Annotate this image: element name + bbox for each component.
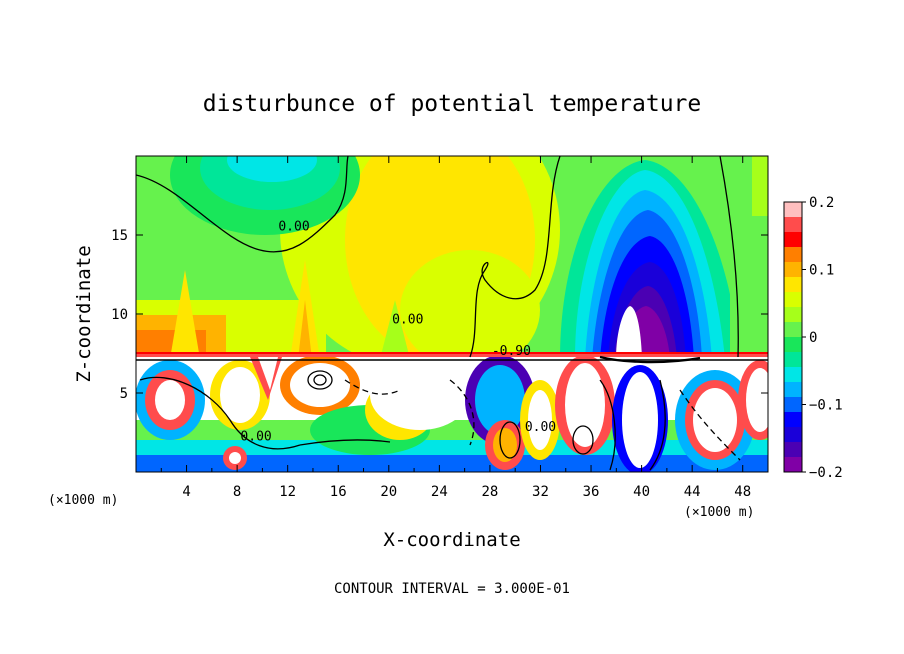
x-tick-label: 32 — [532, 484, 549, 500]
contour-label: 0.00 — [278, 219, 309, 234]
colorbar-swatch — [784, 277, 802, 293]
contour-lines — [136, 156, 768, 471]
x-tick-label: 44 — [684, 484, 701, 500]
colorbar-swatch — [784, 442, 802, 458]
colorbar-swatch — [784, 307, 802, 323]
lower-layer — [136, 357, 768, 472]
x-unit-left: (×1000 m) — [48, 493, 118, 508]
colorbar-swatch — [784, 292, 802, 308]
y-axis-ticks: 5 10 15 — [111, 228, 768, 402]
y-tick-label: 15 — [111, 228, 128, 244]
colorbar-swatch — [784, 217, 802, 233]
colorbar-swatch — [784, 382, 802, 398]
colorbar-tick-label: 0.1 — [809, 263, 834, 279]
colorbar-swatch — [784, 397, 802, 413]
x-tick-label: 16 — [330, 484, 347, 500]
x-tick-label: 28 — [481, 484, 498, 500]
colorbar-tick-labels: 0.2 0.1 0 −0.1 −0.2 — [802, 195, 843, 481]
y-tick-label: 10 — [111, 307, 128, 323]
colorbar-swatch — [784, 367, 802, 383]
x-tick-label: 24 — [431, 484, 448, 500]
colorbar-tick-label: 0 — [809, 330, 817, 346]
heatmap-field — [136, 156, 768, 472]
colorbar-swatch — [784, 262, 802, 278]
colorbar-tick-label: 0.2 — [809, 195, 834, 211]
contour-label: 0.00 — [240, 429, 271, 444]
colorbar-swatch — [784, 457, 802, 473]
x-tick-label: 36 — [583, 484, 600, 500]
x-tick-label: 12 — [279, 484, 296, 500]
x-unit-right: (×1000 m) — [684, 505, 754, 520]
x-tick-label: 48 — [734, 484, 751, 500]
colorbar-tick-label: −0.2 — [809, 465, 843, 481]
x-axis-ticks: 4 8 12 16 20 24 28 32 36 40 44 48 — [160, 156, 751, 500]
colorbar-swatch — [784, 247, 802, 263]
contour-label: 0.00 — [392, 312, 423, 327]
colorbar-swatch — [784, 412, 802, 428]
colorbar-swatch — [784, 202, 802, 218]
x-tick-label: 40 — [633, 484, 650, 500]
upper-layer — [136, 156, 768, 359]
colorbar-swatch — [784, 337, 802, 353]
colorbar-swatch — [784, 322, 802, 338]
contour-labels: 0.00 0.00 0.00 -0.90 0.00 — [240, 219, 556, 444]
chart-title: disturbunce of potential temperature — [203, 91, 702, 117]
contour-interval-note: CONTOUR INTERVAL = 3.000E-01 — [334, 581, 570, 597]
colorbar-swatch — [784, 352, 802, 368]
contour-label: 0.00 — [525, 420, 556, 435]
colorbar — [783, 201, 803, 473]
y-tick-label: 5 — [120, 386, 128, 402]
x-axis-title: X-coordinate — [383, 529, 520, 551]
x-tick-label: 20 — [380, 484, 397, 500]
x-tick-label: 8 — [233, 484, 241, 500]
colorbar-swatch — [784, 427, 802, 443]
contour-label: -0.90 — [492, 344, 531, 359]
colorbar-swatch — [784, 232, 802, 248]
x-tick-label: 4 — [182, 484, 190, 500]
y-axis-title: Z-coordinate — [73, 245, 95, 382]
colorbar-tick-label: −0.1 — [809, 398, 843, 414]
